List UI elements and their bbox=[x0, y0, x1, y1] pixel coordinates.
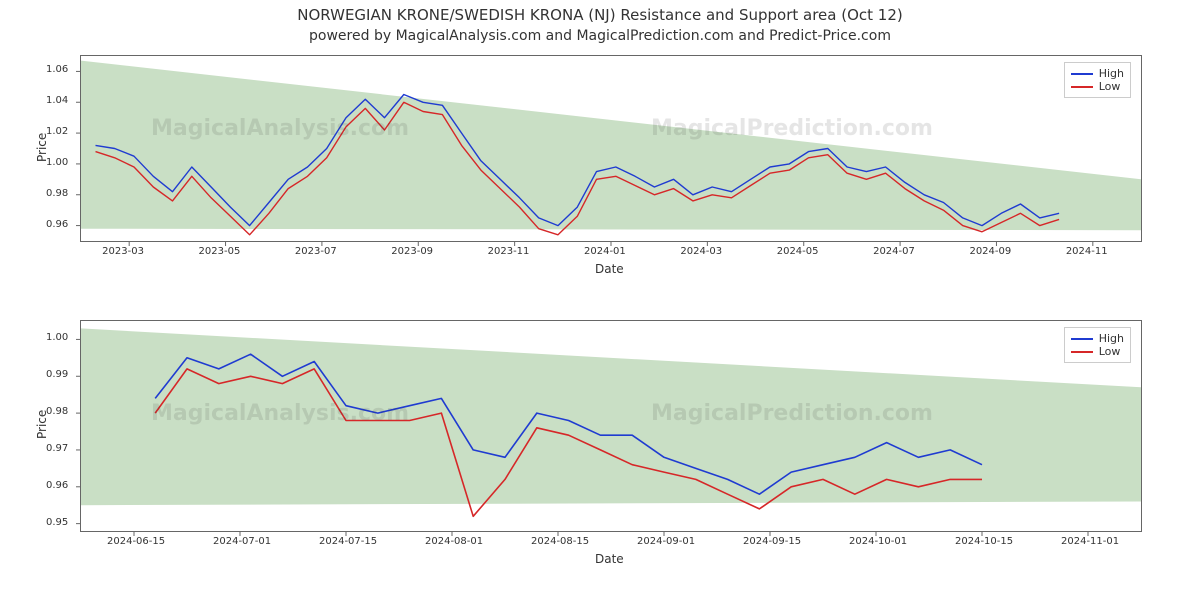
axis-label-x-bottom: Date bbox=[595, 552, 624, 566]
x-tick-label: 2024-08-01 bbox=[425, 536, 483, 547]
chart-subtitle: powered by MagicalAnalysis.com and Magic… bbox=[0, 28, 1200, 44]
x-tick-label: 2024-10-15 bbox=[955, 536, 1013, 547]
chart-title: NORWEGIAN KRONE/SWEDISH KRONA (NJ) Resis… bbox=[0, 6, 1200, 24]
x-tick-label: 2023-09 bbox=[391, 246, 433, 257]
legend-swatch bbox=[1071, 351, 1093, 353]
x-tick-label: 2024-09-01 bbox=[637, 536, 695, 547]
legend-item: High bbox=[1071, 332, 1124, 345]
y-tick-label: 1.04 bbox=[46, 95, 68, 106]
x-tick-label: 2024-11 bbox=[1066, 246, 1108, 257]
y-tick-label: 1.06 bbox=[46, 64, 68, 75]
x-tick-label: 2024-06-15 bbox=[107, 536, 165, 547]
x-tick-label: 2024-03 bbox=[680, 246, 722, 257]
legend-swatch bbox=[1071, 73, 1093, 75]
x-tick-label: 2024-07 bbox=[873, 246, 915, 257]
x-tick-label: 2023-05 bbox=[199, 246, 241, 257]
plot-top bbox=[81, 56, 1141, 241]
legend-label: Low bbox=[1099, 345, 1121, 358]
y-tick-label: 0.99 bbox=[46, 369, 68, 380]
x-tick-label: 2023-03 bbox=[102, 246, 144, 257]
support-resistance-area bbox=[81, 61, 1141, 231]
legend-label: High bbox=[1099, 67, 1124, 80]
plot-bottom bbox=[81, 321, 1141, 531]
legend: HighLow bbox=[1064, 327, 1131, 363]
axis-label-x-top: Date bbox=[595, 262, 624, 276]
x-tick-label: 2024-07-15 bbox=[319, 536, 377, 547]
legend-item: High bbox=[1071, 67, 1124, 80]
x-tick-label: 2024-01 bbox=[584, 246, 626, 257]
y-tick-label: 0.95 bbox=[46, 517, 68, 528]
legend: HighLow bbox=[1064, 62, 1131, 98]
legend-item: Low bbox=[1071, 345, 1124, 358]
x-tick-label: 2024-10-01 bbox=[849, 536, 907, 547]
legend-label: Low bbox=[1099, 80, 1121, 93]
x-tick-label: 2024-07-01 bbox=[213, 536, 271, 547]
legend-swatch bbox=[1071, 86, 1093, 88]
y-tick-label: 0.98 bbox=[46, 406, 68, 417]
chart-panel-bottom: MagicalAnalysis.comMagicalPrediction.com… bbox=[80, 320, 1142, 532]
x-tick-label: 2023-11 bbox=[488, 246, 530, 257]
y-tick-label: 0.96 bbox=[46, 219, 68, 230]
x-tick-label: 2024-09-15 bbox=[743, 536, 801, 547]
x-tick-label: 2024-05 bbox=[777, 246, 819, 257]
y-tick-label: 1.00 bbox=[46, 332, 68, 343]
x-tick-label: 2024-08-15 bbox=[531, 536, 589, 547]
y-tick-label: 0.98 bbox=[46, 188, 68, 199]
chart-panel-top: MagicalAnalysis.comMagicalPrediction.com… bbox=[80, 55, 1142, 242]
y-tick-label: 0.96 bbox=[46, 480, 68, 491]
y-tick-label: 1.02 bbox=[46, 126, 68, 137]
legend-item: Low bbox=[1071, 80, 1124, 93]
x-tick-label: 2023-07 bbox=[295, 246, 337, 257]
y-tick-label: 0.97 bbox=[46, 443, 68, 454]
x-tick-label: 2024-11-01 bbox=[1061, 536, 1119, 547]
y-tick-label: 1.00 bbox=[46, 157, 68, 168]
x-tick-label: 2024-09 bbox=[969, 246, 1011, 257]
legend-label: High bbox=[1099, 332, 1124, 345]
legend-swatch bbox=[1071, 338, 1093, 340]
